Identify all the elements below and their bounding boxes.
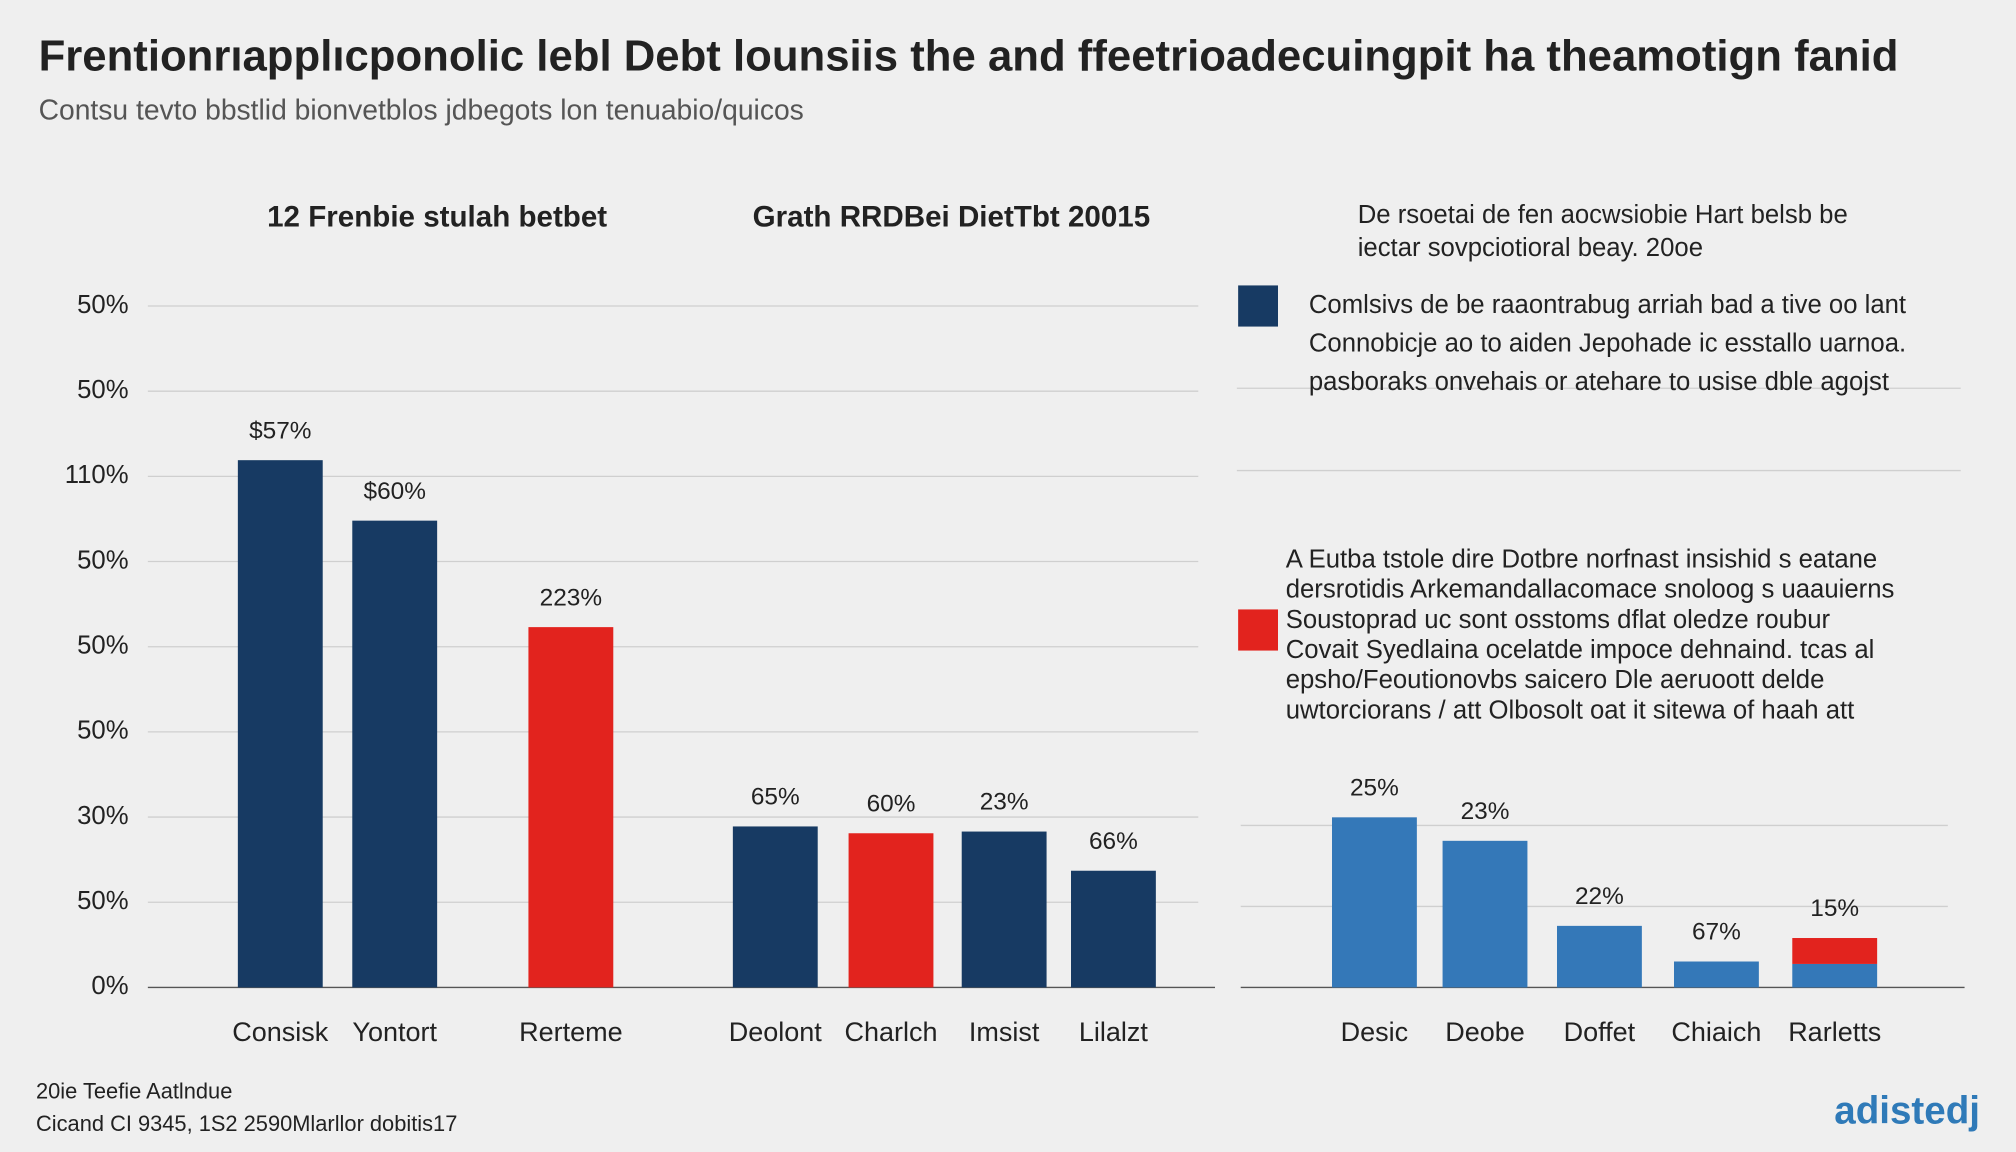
x-tick-label: Yontort xyxy=(352,1017,437,1047)
x-tick-label: Consisk xyxy=(232,1017,329,1047)
legend-title: iectar sovpciotioral beay. 20oe xyxy=(1358,234,1703,262)
subtitle: Contsu tevto bbstlid bionvetblos jdbegot… xyxy=(39,93,804,125)
y-tick-label: 0% xyxy=(91,972,128,1000)
bar xyxy=(732,826,818,988)
legend-swatch xyxy=(1238,285,1278,327)
title: Frentionrıapplıcponolic lebl Debt lounsi… xyxy=(39,32,1899,81)
x-tick-label: Chiaich xyxy=(1671,1017,1761,1047)
y-tick-label: 50% xyxy=(77,887,128,915)
legend-text: Covait Syedlaina ocelatde impoce dehnain… xyxy=(1286,636,1875,664)
value-label: 23% xyxy=(1461,798,1510,825)
logo: adistedj xyxy=(1834,1090,1980,1133)
x-tick-label: Doffet xyxy=(1564,1017,1636,1047)
x-tick-label: Deolont xyxy=(729,1017,823,1047)
bar-segment xyxy=(1674,961,1759,988)
bar xyxy=(352,520,438,988)
y-tick-label: 50% xyxy=(77,546,128,574)
x-tick-label: Rerteme xyxy=(519,1017,623,1047)
x-tick-label: Rarletts xyxy=(1788,1017,1881,1047)
bar xyxy=(237,460,323,988)
legend-text: dersrotidis Arkemandallacomace snoloog s… xyxy=(1286,576,1895,604)
y-tick-label: 30% xyxy=(77,802,128,830)
panel-title: 12 Frenbie stulah betbet xyxy=(267,200,607,233)
value-label: 66% xyxy=(1089,828,1138,855)
y-tick-label: 50% xyxy=(77,632,128,660)
value-label: 25% xyxy=(1350,774,1399,801)
bar xyxy=(848,833,934,988)
footer: Cicand CI 9345, 1S2 2590Mlarllor dobitis… xyxy=(36,1111,457,1136)
legend-text: epsho/Feoutionovbs saicero Dle aeruoott … xyxy=(1286,666,1825,694)
y-tick-label: 50% xyxy=(77,291,128,319)
bar-segment xyxy=(1792,963,1878,988)
value-label: 15% xyxy=(1810,895,1859,922)
x-tick-label: Charlch xyxy=(844,1017,937,1047)
legend-title: De rsoetai de fen aocwsiobie Hart belsb … xyxy=(1358,201,1848,229)
bar xyxy=(528,627,614,988)
legend-swatch xyxy=(1238,609,1278,651)
value-label: $57% xyxy=(249,417,311,444)
value-label: 60% xyxy=(867,790,916,817)
value-label: 65% xyxy=(751,784,800,811)
x-tick-label: Lilalzt xyxy=(1079,1017,1149,1047)
bar-segment xyxy=(1442,840,1528,988)
bar-segment xyxy=(1792,938,1878,964)
y-tick-label: 50% xyxy=(77,376,128,404)
bar-segment xyxy=(1557,925,1642,988)
legend-text: Connobicje ao to aiden Jepohade ic essta… xyxy=(1309,329,1906,357)
value-label: 223% xyxy=(540,584,602,611)
bar xyxy=(961,831,1047,988)
bar xyxy=(1071,870,1156,988)
legend-text: uwtorciorans / att Olbosolt oat it sitew… xyxy=(1286,696,1855,724)
value-label: 22% xyxy=(1575,883,1624,910)
value-label: $60% xyxy=(364,478,426,505)
value-label: 23% xyxy=(980,789,1029,816)
x-tick-label: Desic xyxy=(1341,1017,1409,1047)
y-tick-label: 110% xyxy=(65,461,129,489)
legend-text: Comlsivs de be raaontrabug arriah bad a … xyxy=(1309,291,1906,319)
x-tick-label: Deobe xyxy=(1445,1017,1525,1047)
legend-text: pasboraks onvehais or atehare to usise d… xyxy=(1309,368,1889,396)
legend-text: A Eutba tstole dire Dotbre norfnast insi… xyxy=(1286,545,1878,573)
footer: 20ie Teefie Aatlndue xyxy=(36,1079,232,1104)
x-tick-label: Imsist xyxy=(969,1017,1040,1047)
panel-title: Grath RRDBei DietTbt 20015 xyxy=(753,200,1151,233)
bar-segment xyxy=(1332,817,1417,988)
legend-text: Soustoprad uc sont osstoms dflat oledze … xyxy=(1286,606,1831,634)
y-tick-label: 50% xyxy=(77,717,128,745)
value-label: 67% xyxy=(1692,919,1741,946)
